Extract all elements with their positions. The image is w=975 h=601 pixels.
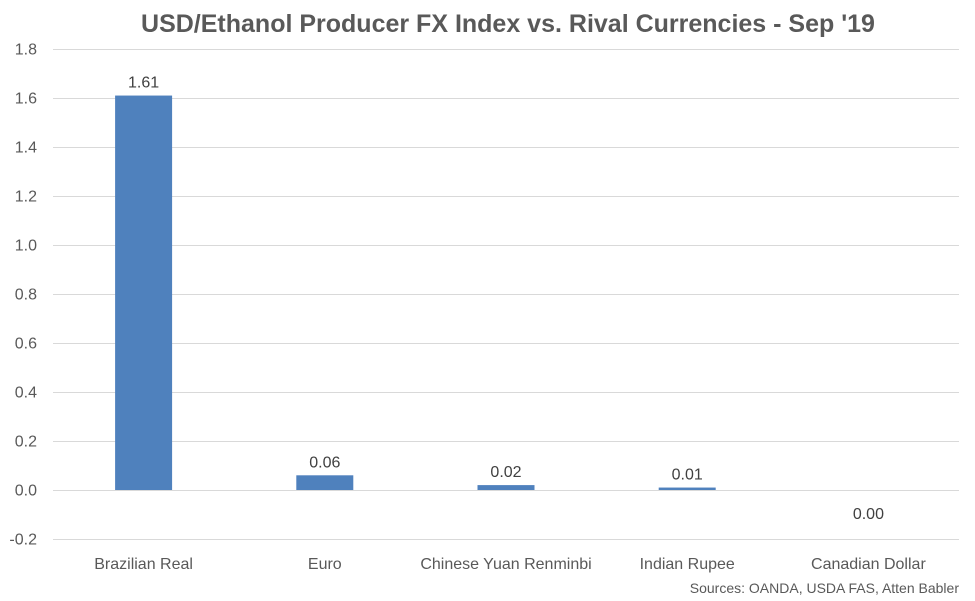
category-label: Canadian Dollar [811,556,926,573]
y-tick-label: 1.2 [15,189,37,206]
y-tick-label: 1.6 [15,91,37,108]
y-axis-tick-labels: -0.2 0.0 0.2 0.4 0.6 0.8 1.0 1.2 1.4 1.6 1.8 [9,42,37,549]
y-tick-label: 1.4 [15,140,37,157]
y-tick-label: 0.8 [15,287,37,304]
category-label: Indian Rupee [640,556,735,573]
data-label: 0.02 [490,464,521,481]
bar [296,475,354,490]
bars [115,95,716,491]
y-tick-label: 0.6 [15,336,37,353]
y-tick-label: 0.4 [15,385,37,402]
bar [477,485,535,490]
category-label: Chinese Yuan Renminbi [420,556,591,573]
chart-title: USD/Ethanol Producer FX Index vs. Rival … [141,10,875,38]
x-axis-category-labels: Brazilian Real Euro Chinese Yuan Renminbi I… [94,556,926,573]
y-tick-label: -0.2 [9,532,37,549]
y-tick-label: 0.0 [15,483,37,500]
y-tick-label: 0.2 [15,434,37,451]
data-label: 0.06 [309,454,340,471]
y-tick-label: 1.8 [15,42,37,59]
data-label: 0.00 [853,506,884,523]
y-tick-label: 1.0 [15,238,37,255]
gridlines [53,49,959,540]
data-labels: 1.61 0.06 0.02 0.01 0.00 [128,75,884,523]
source-note: Sources: OANDA, USDA FAS, Atten Babler [690,580,960,596]
category-label: Brazilian Real [94,556,193,573]
data-label: 0.01 [672,467,703,484]
data-label: 1.61 [128,75,159,92]
bar [115,95,173,491]
category-label: Euro [308,556,342,573]
bar [658,487,716,490]
